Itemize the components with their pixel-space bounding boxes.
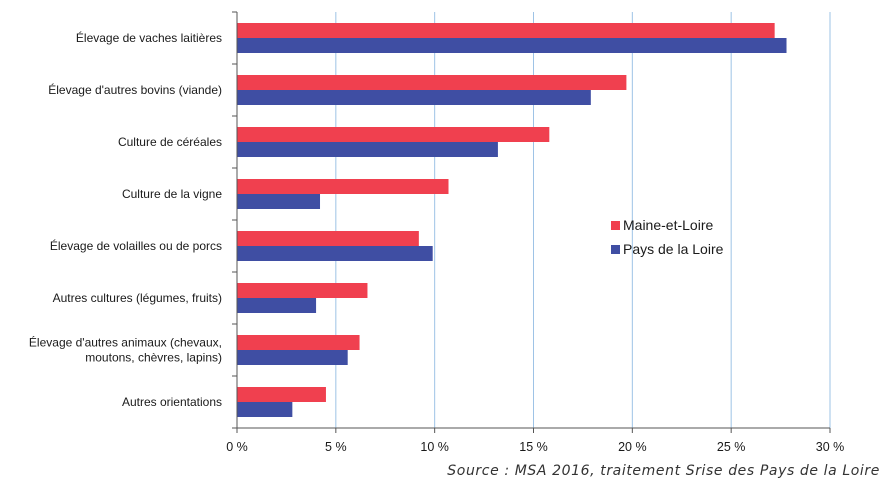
legend-label: Pays de la Loire xyxy=(623,241,724,257)
x-tick-label: 15 % xyxy=(519,440,548,454)
bar-pays-de-la-loire xyxy=(237,194,320,209)
x-tick-label: 20 % xyxy=(618,440,647,454)
bar-maine-et-loire xyxy=(237,387,326,402)
bar-maine-et-loire xyxy=(237,23,775,38)
bar-chart: Élevage de vaches laitières Élevage d'aut… xyxy=(0,0,884,462)
legend-swatch xyxy=(611,245,620,254)
x-tick-label: 10 % xyxy=(420,440,449,454)
bar-maine-et-loire xyxy=(237,75,626,90)
source-note: Source : MSA 2016, traitement Srise des … xyxy=(447,463,880,479)
x-tick-label: 30 % xyxy=(816,440,845,454)
category-label: Élevage d'autres animaux (chevaux, xyxy=(29,335,222,350)
bar-maine-et-loire xyxy=(237,179,449,194)
category-label: Autres cultures (légumes, fruits) xyxy=(53,291,222,305)
category-label: moutons, chèvres, lapins) xyxy=(85,351,222,365)
x-tick-label: 0 % xyxy=(226,440,248,454)
category-label: Élevage d'autres bovins (viande) xyxy=(48,82,222,97)
bar-maine-et-loire xyxy=(237,231,419,246)
category-label: Élevage de vaches laitières xyxy=(76,30,222,45)
bar-pays-de-la-loire xyxy=(237,246,433,261)
bar-maine-et-loire xyxy=(237,127,549,142)
tick-labels: 0 % 5 % 10 % 15 % 20 % 25 % 30 % xyxy=(226,440,844,454)
bar-pays-de-la-loire xyxy=(237,38,787,53)
legend: Maine-et-Loire Pays de la Loire xyxy=(611,217,724,257)
legend-label: Maine-et-Loire xyxy=(623,217,713,233)
x-tick-label: 25 % xyxy=(717,440,746,454)
bar-pays-de-la-loire xyxy=(237,402,292,417)
gridlines xyxy=(336,12,830,428)
category-labels: Élevage de vaches laitières Élevage d'aut… xyxy=(29,30,222,409)
bar-pays-de-la-loire xyxy=(237,90,591,105)
bar-pays-de-la-loire xyxy=(237,142,498,157)
category-label: Culture de la vigne xyxy=(122,187,222,201)
bar-pays-de-la-loire xyxy=(237,350,348,365)
x-tick-label: 5 % xyxy=(325,440,347,454)
bar-maine-et-loire xyxy=(237,335,360,350)
category-label: Culture de céréales xyxy=(118,135,222,149)
bar-pays-de-la-loire xyxy=(237,298,316,313)
legend-swatch xyxy=(611,221,620,230)
category-label: Élevage de volailles ou de porcs xyxy=(50,238,222,253)
category-label: Autres orientations xyxy=(122,395,222,409)
bar-maine-et-loire xyxy=(237,283,367,298)
